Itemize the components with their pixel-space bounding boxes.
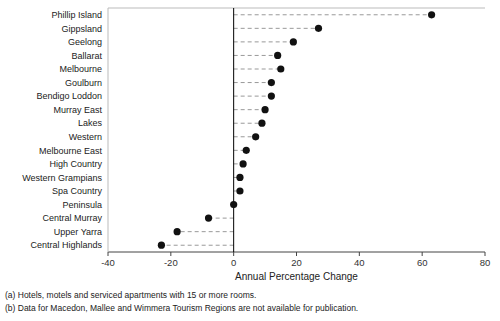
dot xyxy=(158,242,165,249)
x-tick xyxy=(108,252,109,256)
x-tick-label: -20 xyxy=(164,257,178,268)
category-label: Upper Yarra xyxy=(54,227,102,237)
category-label: Melbourne xyxy=(59,64,102,74)
category-label: Ballarat xyxy=(71,51,102,61)
stem xyxy=(234,123,262,124)
category-label: Geelong xyxy=(68,37,102,47)
dot xyxy=(243,147,250,154)
stem xyxy=(234,14,432,15)
x-tick xyxy=(296,252,297,256)
category-label: Gippsland xyxy=(61,24,102,34)
x-tick xyxy=(422,252,423,256)
stem xyxy=(234,55,278,56)
dot xyxy=(277,65,284,72)
x-tick-label: 60 xyxy=(417,257,428,268)
dot xyxy=(252,133,259,140)
footnote: (b) Data for Macedon, Mallee and Wimmera… xyxy=(5,303,358,313)
zero-line xyxy=(233,8,234,252)
x-tick-label: 0 xyxy=(231,257,236,268)
stem xyxy=(234,41,294,42)
category-label: Goulburn xyxy=(65,78,102,88)
marks xyxy=(158,8,435,252)
dot xyxy=(428,11,435,18)
x-axis-label: Annual Percentage Change xyxy=(235,271,358,282)
x-tick xyxy=(359,252,360,256)
dot xyxy=(268,93,275,100)
stem xyxy=(234,82,272,83)
chart: -40 -20 0 20 40 60 80 Annual Percentage Change P… xyxy=(0,0,500,321)
category-label: Spa Country xyxy=(52,186,103,196)
category-label: Western Grampians xyxy=(22,173,102,183)
x-tick-label: -40 xyxy=(101,257,115,268)
category-label: Bendigo Loddon xyxy=(36,91,102,101)
dot xyxy=(174,228,181,235)
x-tick-label: 80 xyxy=(480,257,491,268)
dot xyxy=(290,38,297,45)
top-border xyxy=(108,8,485,9)
dot xyxy=(261,106,268,113)
x-tick xyxy=(485,252,486,256)
dot xyxy=(274,52,281,59)
dot xyxy=(315,25,322,32)
category-label: Central Murray xyxy=(42,213,102,223)
stem xyxy=(234,109,265,110)
category-label: Phillip Island xyxy=(51,10,102,20)
dot xyxy=(236,174,243,181)
dot xyxy=(205,215,212,222)
stem xyxy=(177,231,234,232)
stem xyxy=(234,69,281,70)
x-tick-label: 20 xyxy=(291,257,302,268)
category-label: Murray East xyxy=(53,105,102,115)
footnote: (a) Hotels, motels and serviced apartmen… xyxy=(5,290,256,300)
category-label: High Country xyxy=(49,159,102,169)
category-label: Melbourne East xyxy=(39,146,103,156)
dot xyxy=(230,201,237,208)
stem xyxy=(234,96,272,97)
x-tick xyxy=(170,252,171,256)
x-tick-label: 40 xyxy=(354,257,365,268)
category-label: Peninsula xyxy=(62,200,102,210)
left-border xyxy=(108,8,109,252)
dot xyxy=(239,160,246,167)
stem xyxy=(209,218,234,219)
category-label: Lakes xyxy=(78,118,103,128)
category-label: Western xyxy=(69,132,102,142)
dot xyxy=(236,187,243,194)
stem xyxy=(161,245,233,246)
dot xyxy=(268,79,275,86)
stem xyxy=(234,28,319,29)
x-tick xyxy=(233,252,234,256)
category-label: Central Highlands xyxy=(30,240,102,250)
dot xyxy=(258,120,265,127)
